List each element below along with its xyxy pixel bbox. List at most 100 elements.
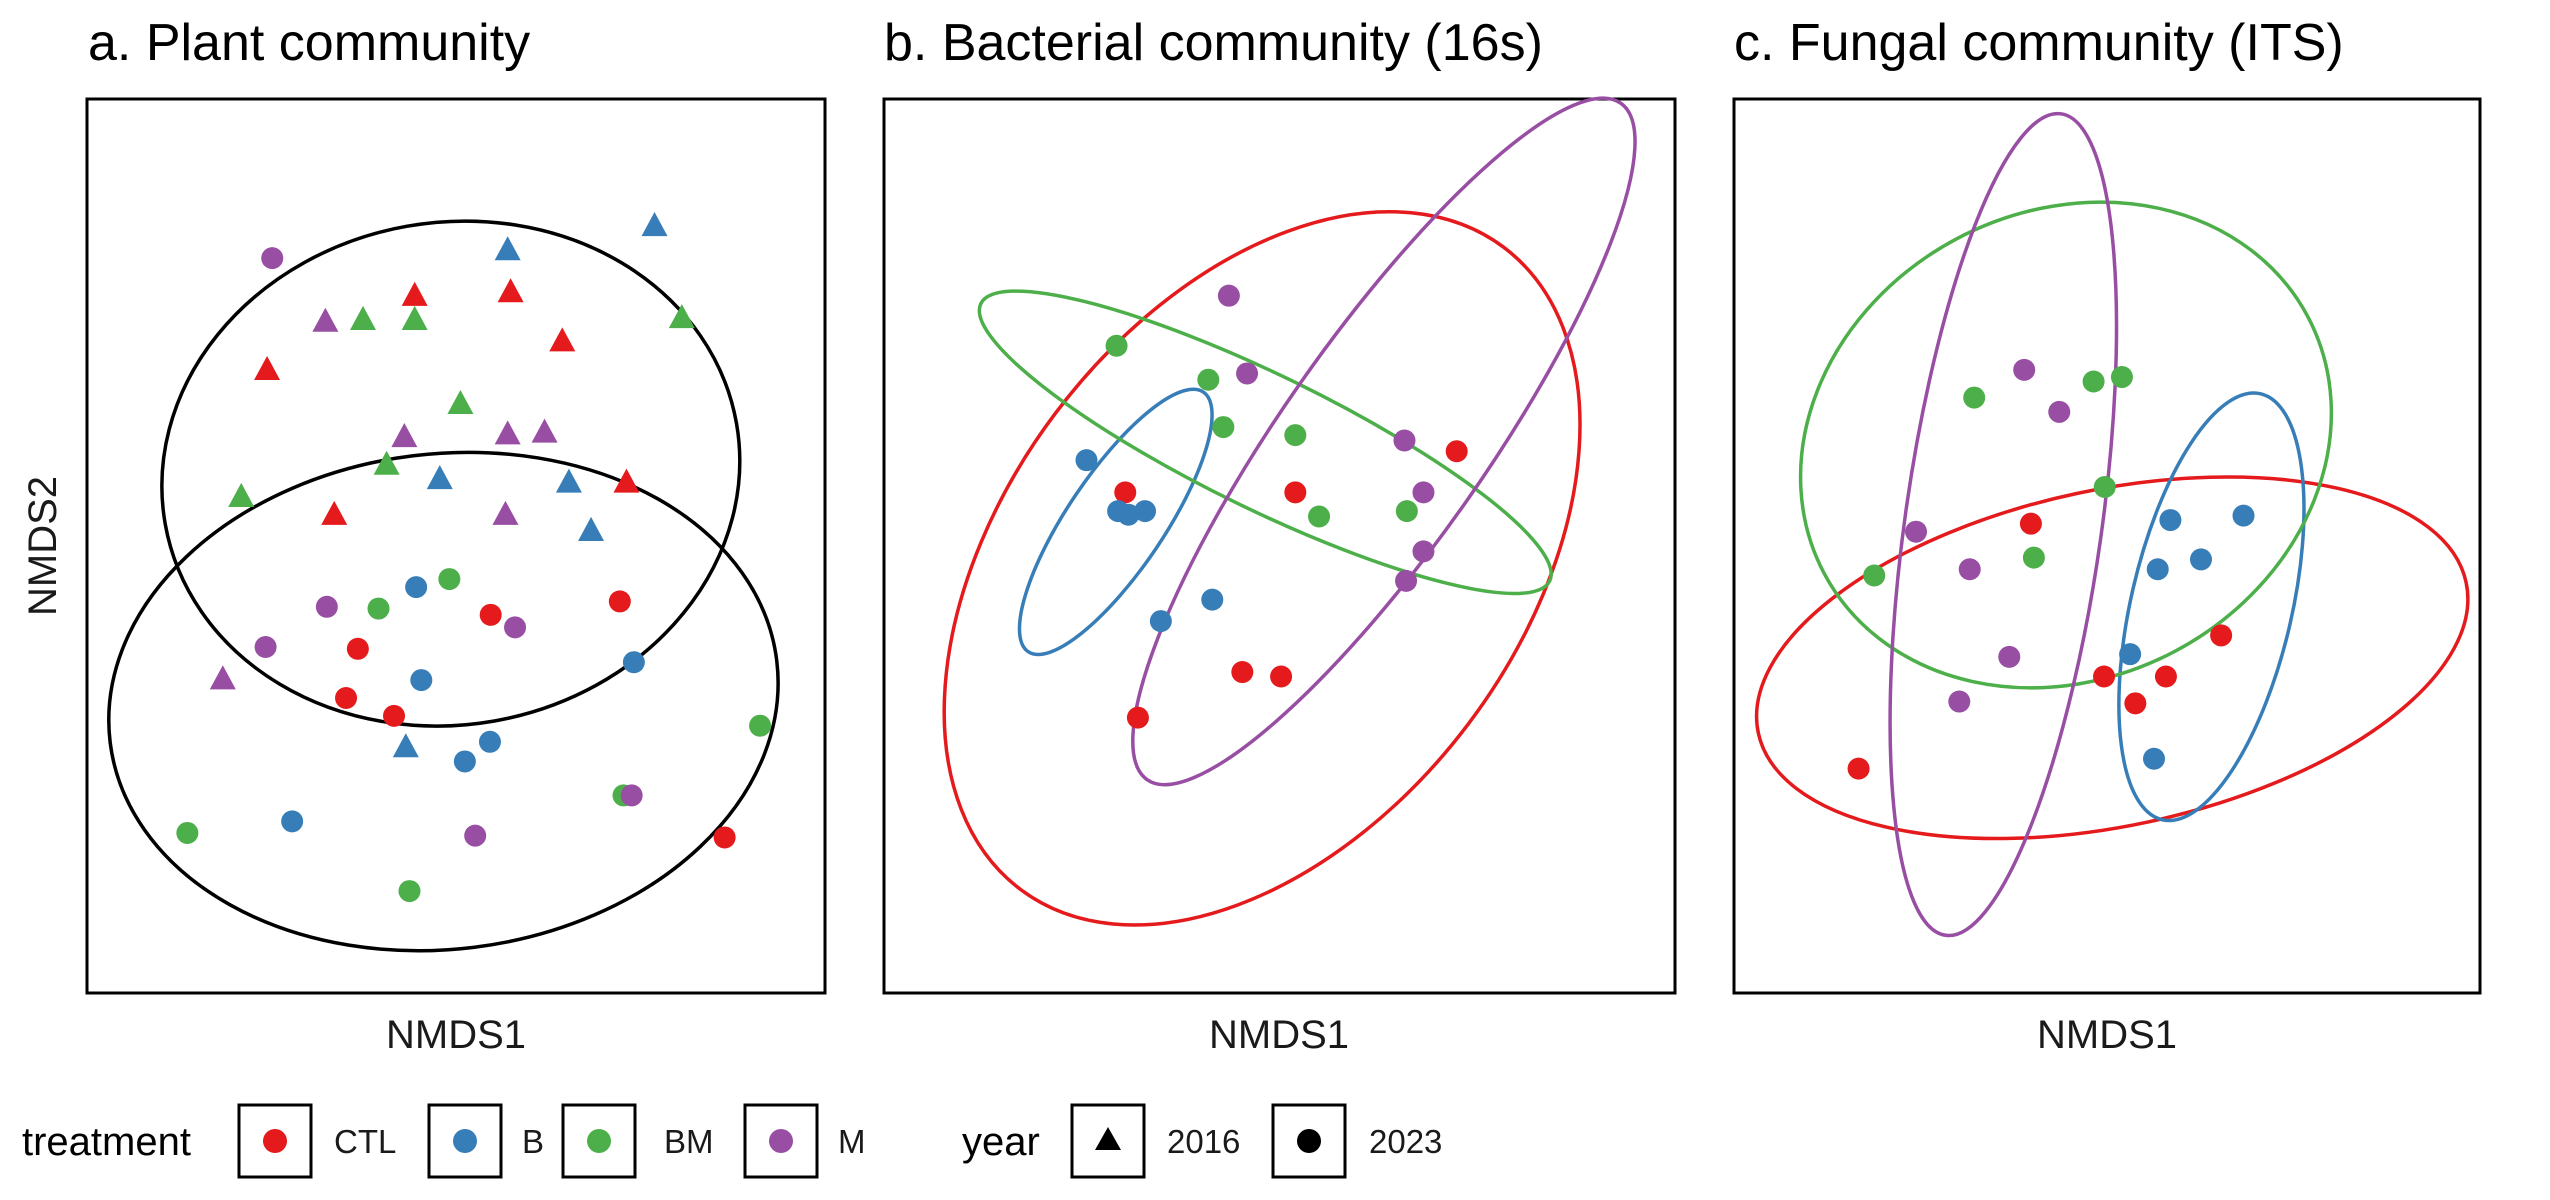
scatter-point [391,423,418,448]
scatter-point [668,304,695,329]
scatter-point [346,637,369,660]
panel-a: a. Plant community NMDS1 NMDS2 [21,14,827,1057]
scatter-point [1117,503,1140,526]
scatter-point [2189,548,2212,571]
scatter-point [641,212,668,237]
scatter-point [398,880,421,903]
scatter-point [478,730,501,753]
panel-c-plot-area [1754,111,2470,938]
scatter-point [1134,500,1157,523]
legend-swatch-ctl [263,1129,287,1153]
scatter-point [1395,569,1418,592]
scatter-point [2124,692,2147,715]
legend-label-b: B [522,1123,544,1160]
legend-swatch-bm [587,1129,611,1153]
scatter-point [2019,512,2042,535]
scatter-point [392,733,419,758]
scatter-point [549,327,576,352]
scatter-point [261,247,284,270]
confidence-ellipse-b [2117,391,2306,823]
panel-a-frame [85,97,827,995]
panel-c-xlabel: NMDS1 [2037,1013,2177,1057]
confidence-ellipse-2016 [160,219,742,728]
scatter-point [2146,558,2169,581]
scatter-point [1412,540,1435,563]
scatter-point [1963,386,1986,409]
triangle-icon [1095,1127,1121,1150]
panel-b: b. Bacterial community (16s) NMDS1 [882,14,1677,1057]
scatter-point [315,595,338,618]
scatter-point [426,465,453,490]
scatter-point [1308,505,1331,528]
panel-b-plot-area [942,96,1637,927]
scatter-point [401,305,428,330]
scatter-point [281,810,304,833]
scatter-point [254,636,277,659]
scatter-point [613,468,640,493]
scatter-point [1105,334,1128,357]
scatter-point [1284,424,1307,447]
legend-label-ctl: CTL [334,1123,396,1160]
scatter-point [383,704,406,727]
confidence-ellipse-ctl [942,210,1582,927]
scatter-point [1270,665,1293,688]
scatter-point [492,500,519,525]
scatter-point [1149,610,1172,633]
scatter-point [749,714,772,737]
scatter-point [350,305,377,330]
scatter-point [1114,481,1137,504]
scatter-point [1212,416,1235,439]
legend-label-2016: 2016 [1167,1123,1240,1160]
legend-label-m: M [838,1123,866,1160]
scatter-point [2154,665,2177,688]
panel-a-plot-area [107,212,780,953]
legend: treatment CTL B BM M year 2016 [22,1103,1442,1179]
legend-swatch-m [769,1129,793,1153]
scatter-point [1236,362,1259,385]
scatter-point [497,278,524,303]
scatter-point [1958,558,1981,581]
scatter-point [464,824,487,847]
scatter-point [504,616,527,639]
panel-c-frame [1732,97,2482,995]
legend-item-b: B [427,1103,544,1179]
confidence-ellipse-m [1131,96,1637,787]
scatter-point [2159,509,2182,532]
scatter-point [1948,690,1971,713]
scatter-point [335,686,358,709]
confidence-ellipse-bm [1798,200,2334,690]
scatter-point [228,482,255,507]
scatter-point [2110,366,2133,389]
scatter-point [312,307,339,332]
legend-label-bm: BM [664,1123,714,1160]
panel-b-title: b. Bacterial community (16s) [884,14,1543,72]
legend-swatch-b [453,1129,477,1153]
scatter-point [1445,440,1468,463]
confidence-ellipse-m [1888,111,2119,938]
scatter-point [555,468,582,493]
scatter-point [438,568,461,591]
scatter-point [2048,400,2071,423]
scatter-point [2093,665,2116,688]
scatter-point [209,665,236,690]
scatter-point [2022,546,2045,569]
scatter-point [1217,284,1240,307]
scatter-point [608,590,631,613]
scatter-point [494,420,521,445]
scatter-point [1863,564,1886,587]
scatter-point [494,236,521,261]
scatter-point [2013,358,2036,381]
scatter-point [1284,481,1307,504]
legend-item-bm: BM [561,1103,714,1179]
confidence-ellipse-ctl [1754,475,2470,841]
panel-b-xlabel: NMDS1 [1209,1013,1349,1057]
scatter-point [1126,706,1149,729]
scatter-point [373,450,400,475]
scatter-point [1847,757,1870,780]
legend-item-2016: 2016 [1070,1103,1240,1179]
scatter-point [1395,500,1418,523]
legend-item-ctl: CTL [237,1103,396,1179]
scatter-point [479,603,502,626]
panel-a-ylabel: NMDS2 [21,476,65,616]
